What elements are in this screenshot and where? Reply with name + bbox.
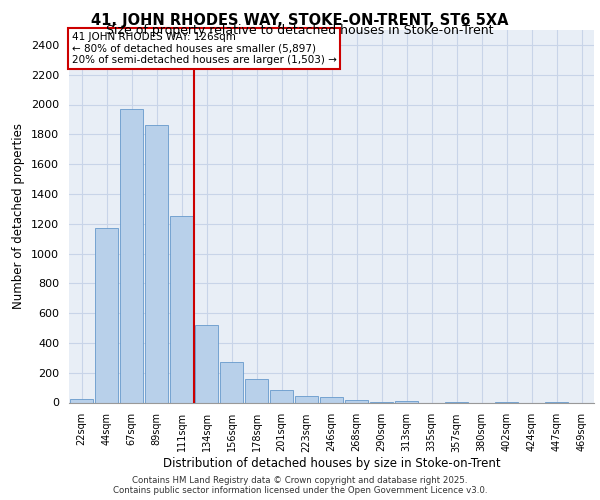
Bar [70, 399, 93, 402]
Text: 41 JOHN RHODES WAY: 126sqm
← 80% of detached houses are smaller (5,897)
20% of s: 41 JOHN RHODES WAY: 126sqm ← 80% of deta… [71, 32, 337, 65]
X-axis label: Distribution of detached houses by size in Stoke-on-Trent: Distribution of detached houses by size … [163, 457, 500, 470]
Text: 41, JOHN RHODES WAY, STOKE-ON-TRENT, ST6 5XA: 41, JOHN RHODES WAY, STOKE-ON-TRENT, ST6… [91, 12, 509, 28]
Bar [220, 362, 243, 403]
Bar [195, 325, 218, 402]
Bar [320, 396, 343, 402]
Text: Contains HM Land Registry data © Crown copyright and database right 2025.
Contai: Contains HM Land Registry data © Crown c… [113, 476, 487, 495]
Bar [95, 228, 118, 402]
Bar [395, 401, 418, 402]
Text: Size of property relative to detached houses in Stoke-on-Trent: Size of property relative to detached ho… [106, 24, 494, 37]
Bar [145, 126, 168, 402]
Bar [170, 216, 193, 402]
Bar [120, 109, 143, 403]
Bar [270, 390, 293, 402]
Y-axis label: Number of detached properties: Number of detached properties [13, 123, 25, 309]
Bar [245, 380, 268, 402]
Bar [295, 396, 318, 402]
Bar [345, 400, 368, 402]
